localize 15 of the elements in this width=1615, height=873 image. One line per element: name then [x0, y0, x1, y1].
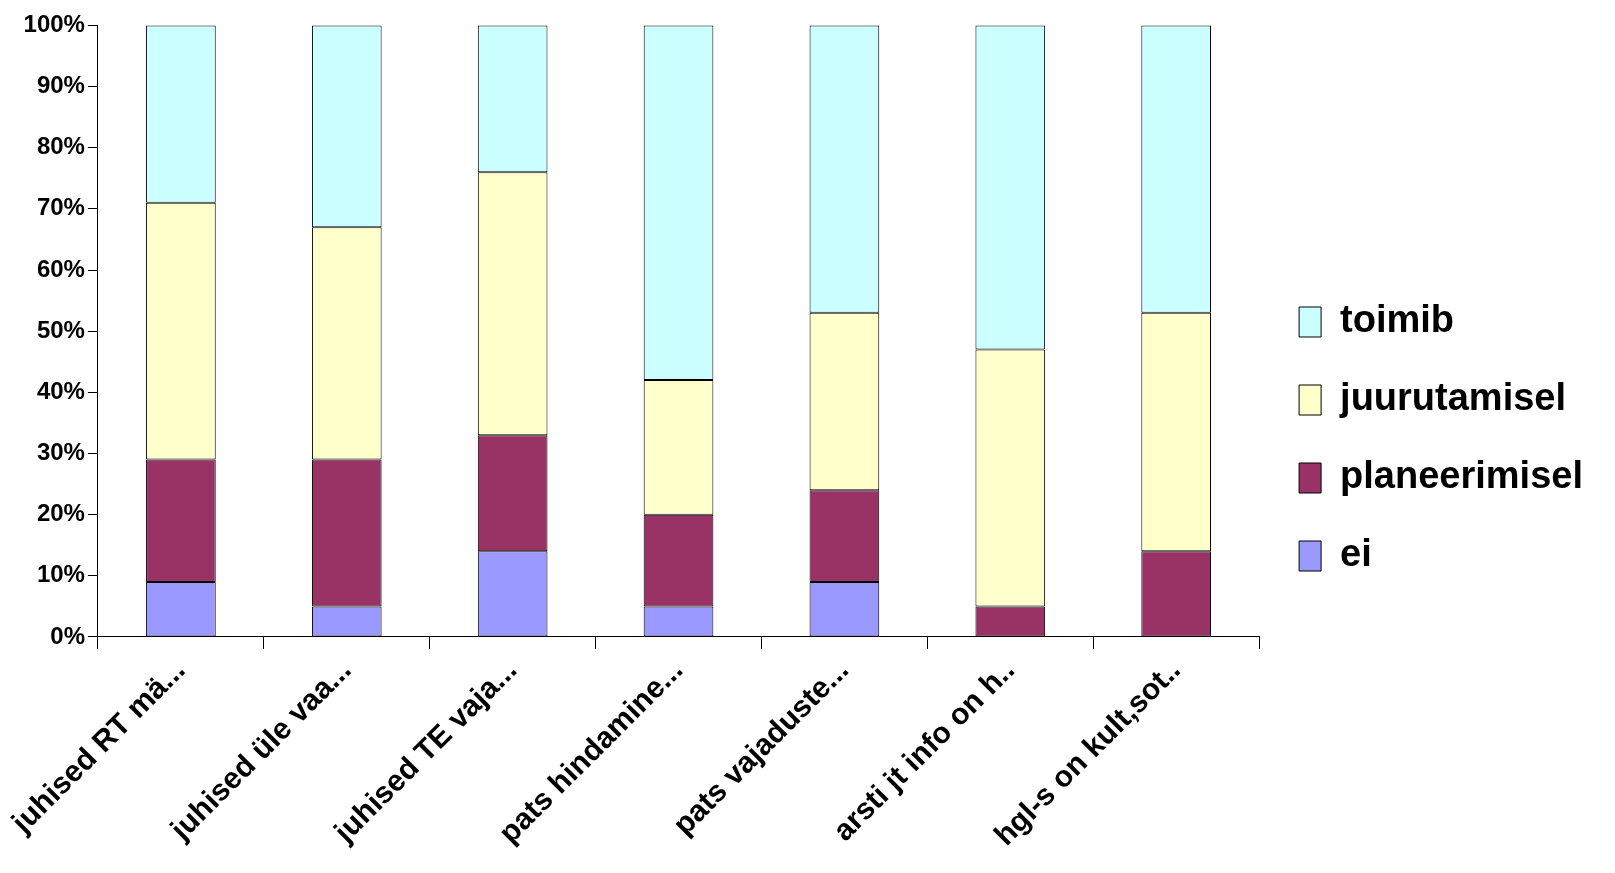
y-tick-label: 40% [36, 376, 85, 404]
y-tick-label: 90% [36, 71, 85, 99]
y-tick-label: 50% [36, 315, 85, 343]
y-tick-label: 0% [50, 621, 85, 649]
y-tick-label: 100% [23, 10, 85, 38]
y-tick-label: 80% [36, 132, 85, 160]
legend-label: planeerimisel [1340, 454, 1584, 497]
y-tick-label: 20% [36, 499, 85, 527]
legend-label: ei [1340, 532, 1372, 575]
y-tick-label: 60% [36, 254, 85, 282]
y-tick-label: 10% [36, 560, 85, 588]
legend-label: toimib [1340, 298, 1455, 341]
legend-label: juurutamisel [1339, 376, 1567, 419]
y-tick-label: 70% [36, 193, 85, 221]
y-tick-label: 30% [36, 438, 85, 466]
